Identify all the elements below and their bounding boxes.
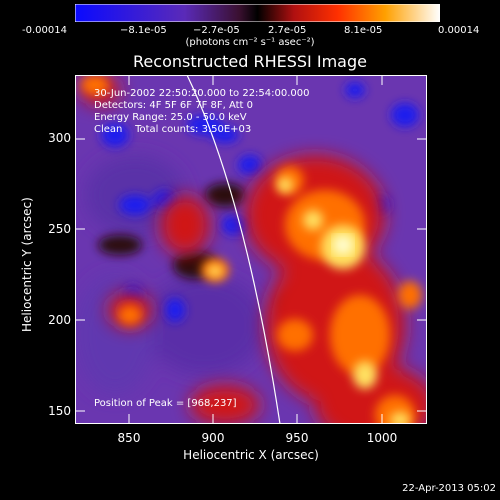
x-axis-label: Heliocentric X (arcsec)	[183, 448, 319, 462]
colorbar-tick: −8.1e-05	[120, 25, 167, 36]
annotation-time: 30-Jun-2002 22:50:20.000 to 22:54:00.000	[94, 88, 310, 99]
y-tick: 250	[48, 222, 71, 236]
colorbar-unit: (photons cm⁻² s⁻¹ asec⁻²)	[185, 37, 315, 48]
y-axis-label: Heliocentric Y (arcsec)	[20, 197, 34, 332]
y-tick: 300	[48, 131, 71, 145]
date-stamp: 22-Apr-2013 05:02	[402, 483, 496, 494]
x-tick: 850	[117, 431, 141, 445]
annotation-detectors: Detectors: 4F 5F 6F 7F 8F, Att 0	[94, 100, 254, 111]
solar-limb-line	[186, 75, 281, 424]
x-tick: 950	[285, 431, 309, 445]
colorbar-tick: 2.7e-05	[268, 25, 307, 36]
rhessi-image	[75, 75, 427, 424]
x-tick: 1000	[366, 431, 398, 445]
annotation-peak: Position of Peak = [968,237]	[94, 398, 237, 409]
colorbar-tick: −2.7e-05	[193, 25, 240, 36]
y-tick: 200	[48, 313, 71, 327]
colorbar	[75, 4, 440, 22]
annotation-energy: Energy Range: 25.0 - 50.0 keV	[94, 112, 247, 123]
annotation-clean: Clean Total counts: 3.50E+03	[94, 124, 252, 135]
colorbar-tick: 0.00014	[438, 25, 480, 36]
x-tick: 900	[201, 431, 225, 445]
plot-title: Reconstructed RHESSI Image	[133, 52, 367, 71]
colorbar-tick: -0.00014	[22, 25, 67, 36]
y-tick: 150	[48, 404, 71, 418]
colorbar-tick: 8.1e-05	[344, 25, 383, 36]
